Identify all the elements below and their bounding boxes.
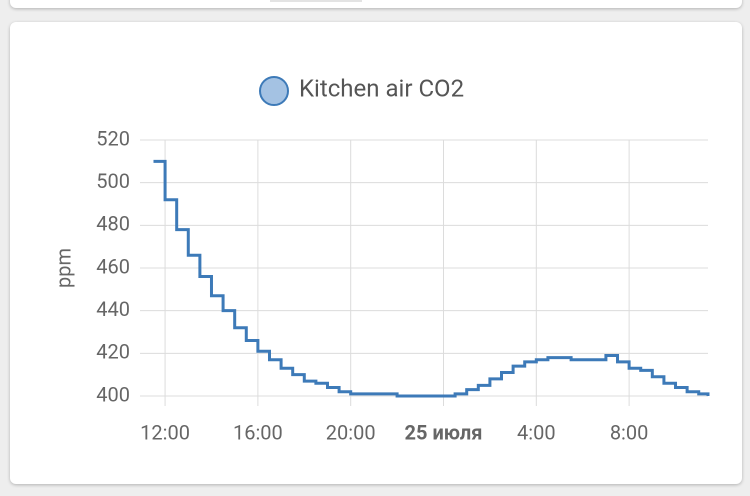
y-tick-label: 500 — [96, 169, 130, 193]
x-tick-label: 20:00 — [326, 420, 376, 444]
x-tick-label: 8:00 — [610, 420, 649, 444]
legend-label[interactable]: Kitchen air CO2 — [299, 74, 464, 102]
line-series — [153, 159, 710, 398]
y-tick-label: 460 — [96, 254, 130, 278]
previous-card — [10, 0, 742, 8]
x-tick-label: 25 июля — [405, 420, 483, 444]
x-tick-label: 4:00 — [517, 420, 556, 444]
y-tick-label: 420 — [96, 340, 130, 364]
y-tick-label: 480 — [96, 212, 130, 236]
x-tick-label: 16:00 — [233, 420, 283, 444]
previous-card-tab — [270, 0, 362, 2]
x-tick-label: 12:00 — [140, 420, 190, 444]
legend-swatch — [259, 76, 289, 106]
y-tick-label: 400 — [96, 382, 130, 406]
y-tick-label: 520 — [96, 126, 130, 150]
history-card — [10, 22, 742, 484]
y-tick-label: 440 — [96, 297, 130, 321]
y-axis-label: ppm — [51, 248, 75, 288]
